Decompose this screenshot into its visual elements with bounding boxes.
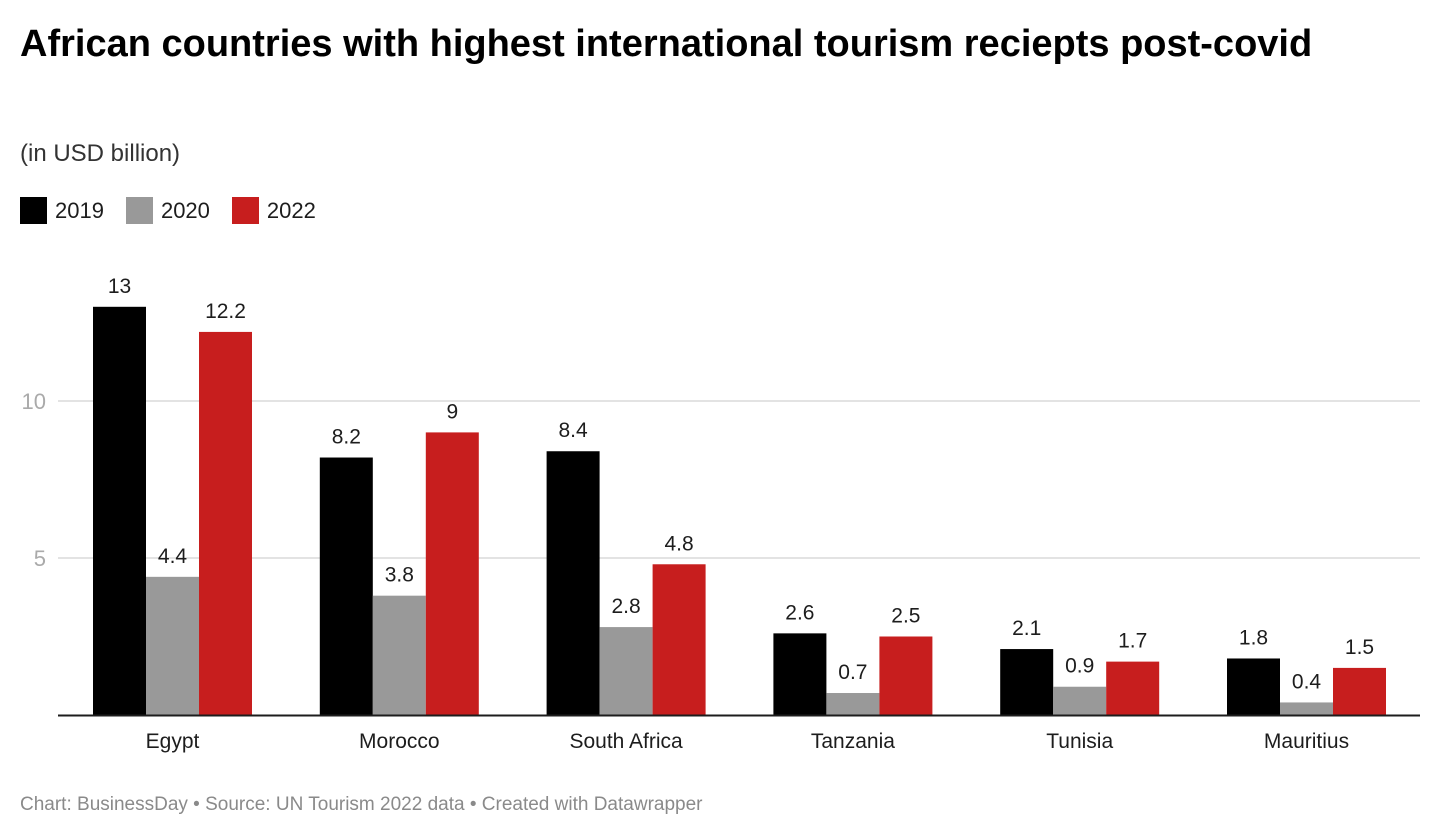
data-label: 3.8 xyxy=(385,564,414,587)
data-label: 0.7 xyxy=(838,661,867,684)
legend-label: 2019 xyxy=(55,197,104,223)
y-tick-label: 5 xyxy=(34,546,46,571)
legend-item-2019: 2019 xyxy=(20,197,104,224)
bar-2022 xyxy=(652,564,706,715)
legend-item-2020: 2020 xyxy=(125,197,210,224)
bar-2019 xyxy=(1227,658,1280,715)
data-label: 2.6 xyxy=(785,601,814,624)
data-label: 4.8 xyxy=(664,532,693,555)
bar-2019 xyxy=(546,451,600,715)
legend-item-2022: 2022 xyxy=(231,197,316,224)
data-label: 2.8 xyxy=(611,595,640,618)
data-label: 9 xyxy=(446,400,458,423)
bar-2022 xyxy=(879,636,933,715)
bar-2020 xyxy=(599,627,653,715)
x-tick-label: Egypt xyxy=(146,730,200,753)
data-label: 2.1 xyxy=(1012,617,1041,640)
data-label: 1.8 xyxy=(1239,626,1268,649)
legend-label: 2022 xyxy=(266,197,316,223)
data-label: 0.9 xyxy=(1065,655,1094,678)
x-tick-label: Mauritius xyxy=(1264,730,1349,753)
data-label: 13 xyxy=(108,275,131,298)
chart-footer: Chart: BusinessDay • Source: UN Tourism … xyxy=(20,794,703,815)
bar-2020 xyxy=(1280,702,1333,715)
data-label: 0.4 xyxy=(1292,670,1322,693)
x-tick-label: Tanzania xyxy=(811,730,895,753)
legend-swatch xyxy=(125,197,153,224)
bar-2019 xyxy=(1000,649,1054,715)
legend-label: 2020 xyxy=(160,197,210,223)
data-label: 1.7 xyxy=(1118,630,1147,653)
bar-2020 xyxy=(372,595,426,715)
bar-2020 xyxy=(826,693,880,715)
chart-title: African countries with highest internati… xyxy=(20,23,1313,65)
bar-2022 xyxy=(1333,667,1386,715)
data-label: 12.2 xyxy=(205,300,246,323)
data-label: 8.2 xyxy=(332,426,361,449)
data-label: 8.4 xyxy=(558,419,588,442)
bar-2019 xyxy=(319,457,373,715)
bar-2022 xyxy=(199,331,252,715)
data-label: 2.5 xyxy=(891,605,920,628)
bar-2019 xyxy=(93,306,146,715)
legend-swatch xyxy=(231,197,259,224)
x-tick-label: South Africa xyxy=(569,730,683,753)
data-label: 4.4 xyxy=(158,545,188,568)
bar-2020 xyxy=(146,576,199,715)
y-tick-label: 10 xyxy=(22,389,46,414)
bar-2022 xyxy=(1106,661,1160,715)
legend: 2019 2020 2022 xyxy=(20,197,316,224)
x-tick-label: Tunisia xyxy=(1046,730,1113,753)
bar-2019 xyxy=(773,633,827,715)
legend-swatch xyxy=(20,197,47,224)
bar-2022 xyxy=(425,432,479,715)
data-label: 1.5 xyxy=(1345,636,1374,659)
x-tick-label: Morocco xyxy=(359,730,440,753)
bar-2020 xyxy=(1053,686,1107,715)
chart-subtitle: (in USD billion) xyxy=(20,140,181,167)
